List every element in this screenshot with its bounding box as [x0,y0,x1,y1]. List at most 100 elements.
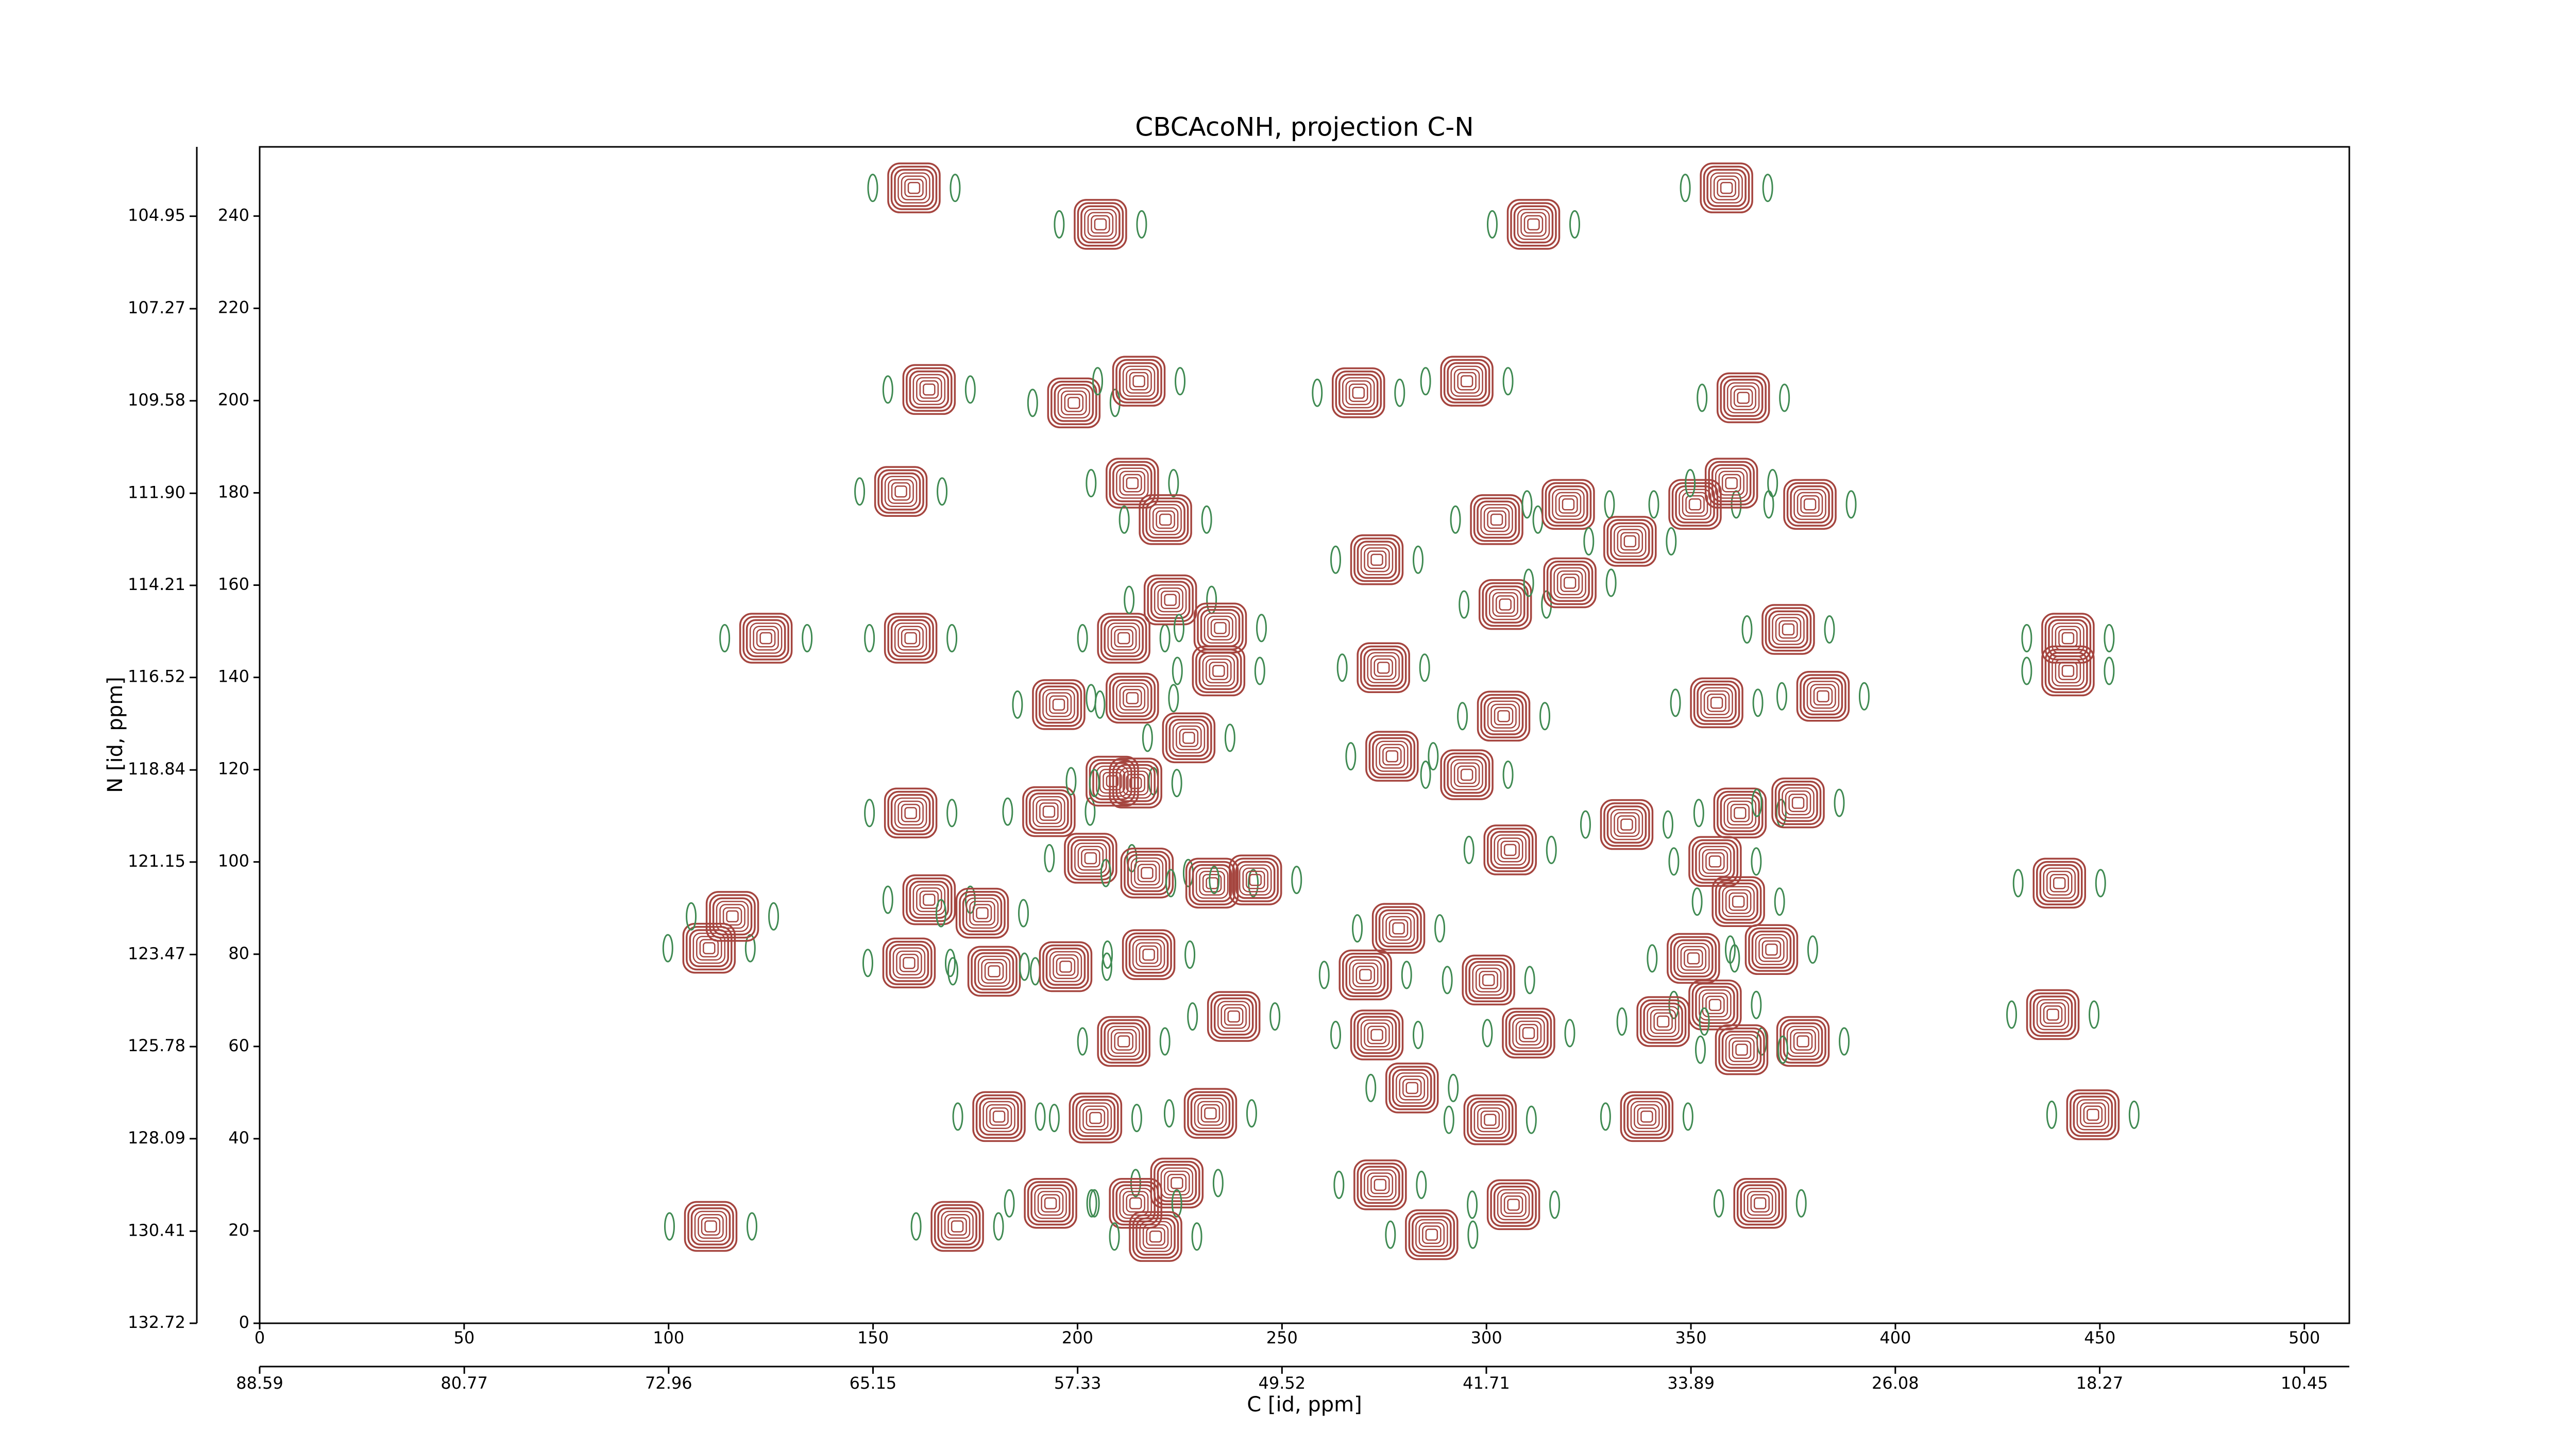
side-lobe [1102,940,1113,969]
side-lobe [1209,866,1220,895]
contour-ring [1790,1029,1816,1054]
contour-ring [974,952,1014,990]
peak [1443,1094,1537,1145]
contour-ring [1408,1212,1455,1257]
contour-ring [1372,737,1412,776]
peak [1109,1211,1202,1262]
contour-ring [2061,665,2075,677]
contour-ring [1194,1098,1227,1129]
contour-ring [979,1098,1019,1136]
peak [1330,534,1423,585]
x2-tick-label: 26.08 [1872,1373,1919,1393]
contour-ring [1081,849,1100,868]
contour-ring [1482,582,1529,627]
contour-ring [959,891,1006,936]
contour-ring [1044,1197,1057,1209]
contour-ring [1736,1181,1784,1226]
contour-ring [1136,1217,1176,1256]
contour-ring [1711,876,1765,927]
contour-ring [1200,1104,1221,1123]
contour-ring [1353,1159,1407,1210]
contour-ring [1052,698,1065,711]
contour-ring [1210,618,1230,637]
y-tick-label: 220 [218,297,249,317]
contour-ring [1107,1025,1140,1057]
side-lobe [1776,682,1787,711]
contour-ring [887,790,934,835]
contour-ring [712,897,753,936]
contour-ring [1162,712,1216,764]
peak [1741,604,1835,655]
x-tick-label: 200 [1062,1328,1093,1347]
contour-ring [1142,1224,1169,1249]
contour-ring [1363,648,1403,687]
contour-ring [1117,1035,1130,1048]
contour-ring [1152,507,1179,532]
contour-ring [1548,485,1588,524]
contour-ring [1647,1006,1680,1037]
contour-ring [1486,1179,1540,1231]
side-lobe [1680,174,1691,203]
side-lobe [1777,1035,1789,1064]
contour-ring [1227,1010,1240,1023]
contour-ring [1039,685,1079,724]
contour-ring [1472,964,1505,996]
contour-ring [1727,800,1753,825]
contour-ring [1620,818,1633,831]
contour-ring [1685,495,1705,514]
side-lobe [1605,568,1617,597]
contour-ring [1036,799,1062,824]
contour-ring [1695,986,1735,1024]
side-lobe [1352,914,1363,943]
contour-ring [2032,996,2073,1034]
contour-ring [1711,464,1752,502]
contour-ring [1115,1184,1156,1223]
contour-ring [1206,659,1232,684]
contour-ring [1555,492,1582,517]
side-lobe [1089,1189,1100,1218]
side-lobe [1858,682,1870,711]
contour-ring [1560,574,1580,592]
contour-ring [1338,949,1393,1001]
x-tick-label: 150 [857,1328,889,1347]
y2-tick-label: 125.78 [128,1036,185,1055]
y-tick-label: 160 [218,575,249,594]
contour-ring [904,632,917,645]
contour-ring [1758,937,1785,962]
contour-ring [742,616,789,661]
contour-ring [1067,397,1080,409]
contour-ring [896,950,922,975]
y-axis-label: N [id, ppm] [104,677,127,793]
side-lobe [1824,615,1835,644]
contour-ring [739,613,793,664]
contour-ring [1045,948,1086,986]
contour-ring [1171,1177,1183,1189]
contour-ring [1718,882,1758,921]
y2-tick-label: 111.90 [128,482,185,502]
side-lobe [1521,490,1533,519]
contour-ring [1463,1094,1517,1145]
side-lobe [768,902,779,931]
contour-ring [1182,732,1195,744]
contour-ring [1168,718,1209,757]
side-lobe [1482,1019,1493,1048]
contour-ring [2026,989,2080,1040]
peak [910,1201,1004,1252]
peak [1345,731,1439,782]
contour-ring [1123,474,1142,493]
contour-ring [1235,861,1276,899]
contour-ring [1126,773,1145,793]
contour-ring [902,364,956,415]
contour-ring [1364,547,1390,572]
contour-ring [1112,464,1153,502]
side-lobe [1434,914,1446,943]
side-lobe [1763,490,1774,519]
contour-ring [1512,1017,1545,1049]
side-lobe [1442,966,1453,995]
side-lobe [1616,1007,1628,1036]
contour-ring [1523,215,1544,234]
contour-ring [1487,700,1520,732]
contour-ring [1656,1015,1670,1028]
x-tick-label: 250 [1266,1328,1298,1347]
contour-ring [1042,805,1056,818]
